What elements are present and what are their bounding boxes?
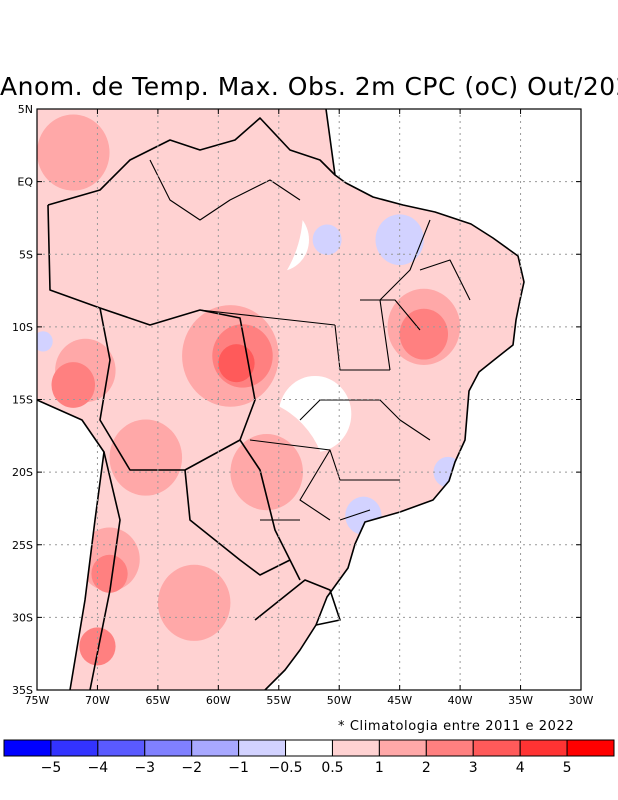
colorbar-swatch: [191, 739, 240, 757]
coastline-west: [37, 399, 105, 690]
lat-label: 20S: [12, 466, 33, 479]
lon-label: 30W: [569, 694, 594, 707]
anomaly-blob: [37, 331, 53, 352]
lat-label: 5N: [18, 103, 33, 116]
colorbar-swatch: [566, 739, 615, 757]
anomaly-blob: [375, 214, 424, 266]
colorbar: −5 −4 −3 −2 −1 −0.5 0.5 1 2 3 4 5: [3, 739, 615, 776]
anomaly-blob: [218, 344, 255, 383]
colorbar-swatch: [144, 739, 193, 757]
lon-label: 45W: [387, 694, 412, 707]
lat-label: EQ: [17, 176, 33, 189]
anomaly-blob: [109, 419, 183, 496]
lon-label: 65W: [145, 694, 170, 707]
anomaly-blob: [157, 564, 231, 641]
lon-label: 70W: [85, 694, 110, 707]
colorbar-swatch: [97, 739, 146, 757]
lon-label: 50W: [327, 694, 352, 707]
colorbar-label: 4: [516, 760, 525, 776]
lat-label: 25S: [12, 539, 33, 552]
argentina-chile: [89, 451, 121, 690]
lat-label: 30S: [12, 611, 33, 624]
colorbar-label: −4: [88, 760, 109, 776]
anomaly-blob: [91, 554, 128, 593]
colorbar-swatch: [519, 739, 568, 757]
state-lines: [149, 159, 471, 521]
colorbar-label: −2: [181, 760, 202, 776]
anomaly-blob: [399, 308, 449, 360]
anomaly-blob: [37, 114, 110, 191]
coastline: [264, 109, 525, 690]
colorbar-label: −1: [228, 760, 249, 776]
anomaly-shading: [37, 109, 524, 690]
lon-label: 75W: [25, 694, 50, 707]
peru-bolivia: [99, 307, 241, 471]
colorbar-label: 5: [563, 760, 572, 776]
colorbar-swatch: [238, 739, 287, 757]
uruguay: [254, 579, 341, 626]
lat-label: 15S: [12, 394, 33, 407]
climatology-note: * Climatologia entre 2011 e 2022: [338, 719, 575, 734]
grid-lines: [37, 109, 581, 690]
colorbar-label: −5: [41, 760, 62, 776]
colorbar-label: 2: [422, 760, 431, 776]
colorbar-swatch: [425, 739, 474, 757]
colorbar-swatch: [472, 739, 521, 757]
anomaly-blob: [312, 224, 342, 255]
lon-label: 40W: [448, 694, 473, 707]
map-title: Anom. de Temp. Max. Obs. 2m CPC (oC) Out…: [0, 72, 618, 101]
lon-label: 35W: [508, 694, 533, 707]
lat-label: 10S: [12, 321, 33, 334]
lat-label: 35S: [12, 684, 33, 697]
anomaly-blob: [85, 109, 303, 325]
lon-label: 55W: [266, 694, 291, 707]
colorbar-label: −0.5: [269, 760, 303, 776]
colorbar-label: 1: [375, 760, 384, 776]
colorbar-swatch: [3, 739, 52, 757]
anomaly-blob: [51, 362, 96, 408]
country-borders: [37, 109, 525, 690]
colorbar-swatch: [50, 739, 99, 757]
colorbar-label: −3: [134, 760, 155, 776]
brazil-border-north: [47, 117, 336, 206]
colorbar-swatch: [331, 739, 380, 757]
bolivia-paraguay: [184, 469, 291, 576]
anomaly-blob: [79, 627, 116, 666]
colorbar-swatch: [285, 739, 333, 757]
colorbar-label: 0.5: [321, 760, 343, 776]
colorbar-label: 3: [469, 760, 478, 776]
lat-label: 5S: [19, 248, 33, 261]
lon-label: 60W: [206, 694, 231, 707]
colorbar-swatch: [378, 739, 427, 757]
